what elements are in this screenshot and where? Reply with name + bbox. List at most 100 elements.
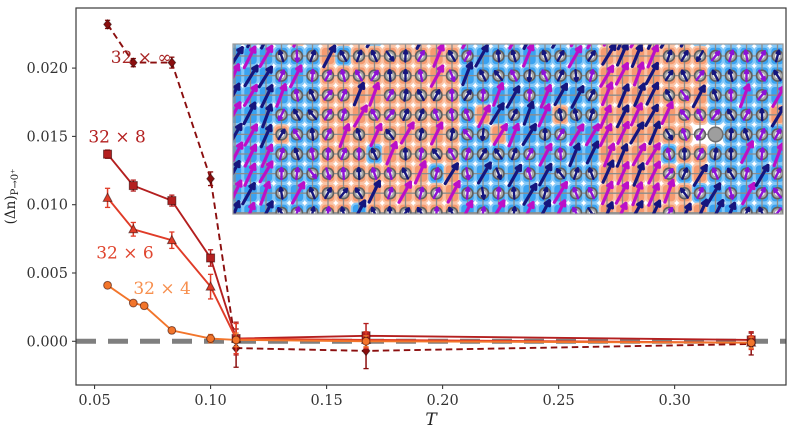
spin-arrow-head <box>326 128 332 133</box>
spin-arrow-head <box>759 147 764 153</box>
dimer-arrow-head <box>435 121 444 128</box>
dimer-arrow-shaft <box>770 105 783 128</box>
dimer-arrow-head <box>500 123 508 129</box>
spin-arrow-head <box>731 194 735 200</box>
dimer-arrow <box>633 200 644 214</box>
spin-arrow-head <box>745 206 751 211</box>
dimer-arrow-head <box>651 81 659 88</box>
spin-arrow <box>679 109 690 121</box>
data-point-marker <box>746 338 756 348</box>
dimer-arrow <box>258 44 274 68</box>
dimer-arrow-shaft <box>615 44 629 67</box>
dimer-arrow-shaft <box>507 163 523 188</box>
dimer-arrow <box>601 81 614 107</box>
dimer-arrow <box>645 142 661 166</box>
dimer-arrow-head <box>621 62 629 69</box>
spin-arrow <box>278 69 286 82</box>
data-point-marker <box>166 234 178 245</box>
spin-arrow-head <box>559 128 565 133</box>
dimer-arrow <box>633 82 646 108</box>
data-point-marker <box>206 334 215 343</box>
spin-arrow-head <box>465 186 470 192</box>
dimer-arrow-head <box>592 123 600 130</box>
spin-arrow <box>277 207 284 214</box>
dimer-arrow-shaft <box>632 61 645 87</box>
spin-arrow <box>402 147 409 161</box>
dimer-arrow-head <box>248 162 257 170</box>
spin-arrow <box>293 147 300 161</box>
dimer-arrow <box>645 81 660 106</box>
dimer-arrow-head <box>637 61 645 69</box>
spin-arrow-head <box>510 49 514 56</box>
spin-arrow <box>293 88 300 102</box>
spin-arrow-head <box>418 147 424 153</box>
dimer-arrow <box>233 141 244 164</box>
dimer-arrow <box>556 199 567 214</box>
dimer-arrow-shaft <box>648 120 661 146</box>
dimer-arrow-shaft <box>599 64 615 88</box>
spin-arrow <box>510 49 517 63</box>
spin-arrow-head <box>776 167 782 172</box>
spin-arrow <box>495 49 501 63</box>
dimer-arrow-head <box>635 44 643 50</box>
dimer-arrow-head <box>651 103 659 110</box>
spin-arrow <box>402 108 410 122</box>
spin-arrow <box>557 147 564 161</box>
dimer-arrow <box>243 162 257 187</box>
spin-arrow-head <box>743 68 748 75</box>
dimer-arrow <box>538 143 553 167</box>
dimer-arrow-head <box>497 102 505 108</box>
spin-arrow-head <box>388 89 394 94</box>
spin-arrow-head <box>296 57 300 63</box>
spin-arrow <box>370 206 377 214</box>
dimer-arrow-shaft <box>474 44 489 68</box>
dimer-arrow-shaft <box>567 45 583 69</box>
data-point-marker <box>128 181 138 191</box>
dimer-arrow <box>568 142 581 168</box>
spin-arrow <box>526 167 533 181</box>
dimer-arrow-shaft <box>322 44 337 69</box>
dimer-arrow-shaft <box>692 164 708 187</box>
dimer-arrow-shaft <box>397 180 413 204</box>
spin-arrow <box>340 147 348 161</box>
dimer-arrow-shaft <box>355 199 367 214</box>
spin-arrow <box>681 167 689 180</box>
dimer-arrow-head <box>297 181 306 188</box>
data-point-marker <box>139 301 149 311</box>
dimer-arrow <box>614 181 630 205</box>
spin-arrow <box>728 186 735 200</box>
dimer-arrow-shaft <box>741 181 756 206</box>
dimer-arrow <box>616 121 630 145</box>
spin-arrow-head <box>280 128 286 133</box>
dimer-arrow <box>632 61 645 87</box>
dimer-arrow-head <box>453 180 461 187</box>
spin-arrow-head <box>776 128 782 133</box>
spin-arrow-head <box>667 206 674 211</box>
spin-arrow <box>294 49 300 63</box>
spin-arrow <box>338 187 349 199</box>
data-point-marker <box>206 253 216 263</box>
axes: 0.05 0.10 0.15 0.20 0.25 0.30 0.000 0.005 0.010 0… <box>3 7 787 430</box>
spin-arrow-head <box>589 108 595 113</box>
dimer-arrow-head <box>465 61 473 68</box>
spin-arrow-head <box>698 187 704 192</box>
dimer-arrow <box>603 142 616 168</box>
spin-arrow-head <box>326 187 332 192</box>
dimer-arrow <box>242 45 257 70</box>
spin-arrow <box>588 69 595 83</box>
dimer-arrow-head <box>266 160 274 167</box>
dimer-arrow-shaft <box>233 179 243 202</box>
dimer-arrow <box>585 123 600 147</box>
spin-arrow-head <box>512 108 518 113</box>
spin-arrow <box>744 167 750 181</box>
dimer-arrow-shaft <box>630 44 643 69</box>
spin-arrow-head <box>277 116 283 121</box>
spin-arrow <box>417 89 425 102</box>
spin-arrow <box>542 127 548 142</box>
dimer-arrow-head <box>605 81 613 88</box>
dimer-arrow-head <box>527 200 535 207</box>
dimer-arrow <box>463 200 474 214</box>
spin-arrow-head <box>388 186 393 192</box>
spin-arrow <box>465 167 471 181</box>
spin-arrow <box>402 68 409 83</box>
